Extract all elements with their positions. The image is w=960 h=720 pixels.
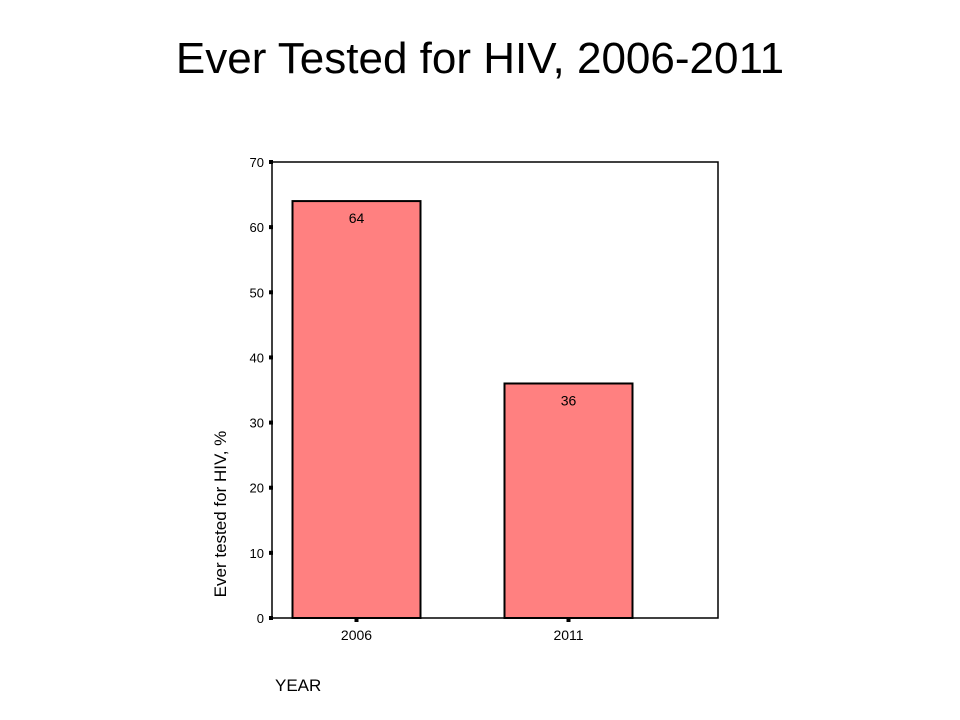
y-tick-mark (269, 160, 273, 164)
y-tick-mark (269, 616, 273, 620)
y-tick-label: 10 (250, 546, 264, 561)
data-label: 36 (561, 392, 577, 408)
x-tick-label: 2011 (553, 627, 583, 643)
y-tick-mark (269, 550, 273, 555)
y-tick-label: 30 (250, 416, 264, 431)
y-tick-mark (269, 420, 273, 425)
y-tick-label: 0 (257, 611, 264, 626)
x-tick-label: 2006 (341, 627, 372, 643)
bar (503, 382, 634, 619)
bar (291, 200, 422, 619)
y-tick-label: 70 (250, 155, 264, 170)
x-axis-label: YEAR (275, 676, 322, 695)
y-tick-label: 60 (250, 220, 264, 235)
y-tick-label: 50 (250, 285, 264, 300)
chart-title: Ever Tested for HIV, 2006-2011 (175, 34, 785, 83)
plot-area-frame (271, 161, 719, 619)
y-tick-mark (269, 355, 273, 360)
y-axis: 0 10 20 30 40 50 60 70 (250, 155, 273, 626)
x-axis: 2006 2011 (341, 617, 584, 643)
bars: 64 36 (291, 200, 634, 619)
x-tick-mark (354, 617, 359, 622)
y-tick-label: 20 (250, 481, 264, 496)
data-label: 64 (349, 210, 365, 226)
y-tick-mark (269, 290, 273, 295)
y-axis-label: Ever tested for HIV, % (211, 431, 230, 598)
y-tick-label: 40 (250, 350, 264, 365)
y-tick-mark (269, 485, 273, 490)
y-tick-mark (269, 225, 273, 230)
x-tick-mark (566, 617, 571, 622)
